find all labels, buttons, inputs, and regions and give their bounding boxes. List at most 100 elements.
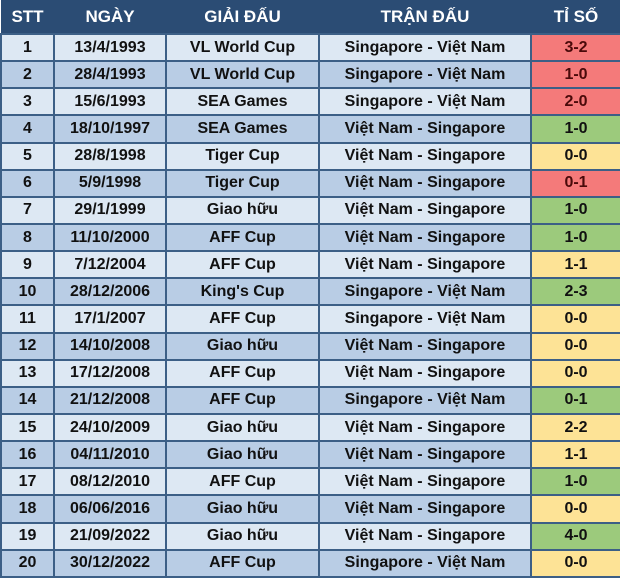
table-row: 18 06/06/2016 Giao hữu Việt Nam - Singapore… bbox=[0, 494, 620, 524]
cell-score: 1-0 bbox=[530, 195, 620, 225]
cell-stt: 12 bbox=[0, 331, 55, 361]
cell-score: 0-0 bbox=[530, 548, 620, 578]
cell-match: Việt Nam - Singapore bbox=[318, 222, 532, 253]
table-row: 4 18/10/1997 SEA Games Việt Nam - Singapore… bbox=[0, 114, 620, 144]
cell-event: Giao hữu bbox=[165, 521, 320, 551]
cell-date: 21/12/2008 bbox=[53, 385, 167, 415]
cell-score: 0-0 bbox=[530, 331, 620, 361]
cell-stt: 20 bbox=[0, 548, 55, 578]
cell-event: AFF Cup bbox=[165, 222, 320, 253]
cell-event: Giao hữu bbox=[165, 331, 320, 361]
cell-score: 2-2 bbox=[530, 412, 620, 443]
header-event: GIẢI ĐẤU bbox=[165, 0, 320, 35]
cell-event: Giao hữu bbox=[165, 195, 320, 225]
cell-date: 5/9/1998 bbox=[53, 168, 167, 198]
cell-score: 4-0 bbox=[530, 521, 620, 551]
cell-match: Singapore - Việt Nam bbox=[318, 87, 532, 117]
cell-event: VL World Cup bbox=[165, 60, 320, 90]
cell-date: 28/12/2006 bbox=[53, 277, 167, 307]
table-row: 9 7/12/2004 AFF Cup Việt Nam - Singapore 1-1 bbox=[0, 250, 620, 280]
cell-event: AFF Cup bbox=[165, 304, 320, 334]
cell-score: 0-1 bbox=[530, 385, 620, 415]
cell-stt: 1 bbox=[0, 32, 55, 63]
cell-match: Việt Nam - Singapore bbox=[318, 331, 532, 361]
cell-date: 7/12/2004 bbox=[53, 250, 167, 280]
cell-match: Việt Nam - Singapore bbox=[318, 250, 532, 280]
cell-stt: 4 bbox=[0, 114, 55, 144]
header-stt: STT bbox=[0, 0, 55, 35]
cell-stt: 14 bbox=[0, 385, 55, 415]
cell-date: 30/12/2022 bbox=[53, 548, 167, 578]
cell-stt: 16 bbox=[0, 440, 55, 470]
cell-date: 14/10/2008 bbox=[53, 331, 167, 361]
header-match: TRẬN ĐẤU bbox=[318, 0, 532, 35]
cell-stt: 15 bbox=[0, 412, 55, 443]
cell-stt: 17 bbox=[0, 467, 55, 497]
cell-stt: 6 bbox=[0, 168, 55, 198]
table-row: 11 17/1/2007 AFF Cup Singapore - Việt Nam 0-… bbox=[0, 304, 620, 334]
table-row: 14 21/12/2008 AFF Cup Singapore - Việt Nam 0… bbox=[0, 385, 620, 415]
table-row: 1 13/4/1993 VL World Cup Singapore - Việt N… bbox=[0, 32, 620, 63]
cell-date: 13/4/1993 bbox=[53, 32, 167, 63]
cell-stt: 10 bbox=[0, 277, 55, 307]
cell-event: AFF Cup bbox=[165, 358, 320, 388]
cell-stt: 7 bbox=[0, 195, 55, 225]
table-row: 7 29/1/1999 Giao hữu Việt Nam - Singapore 1-… bbox=[0, 195, 620, 225]
cell-date: 17/1/2007 bbox=[53, 304, 167, 334]
cell-event: Tiger Cup bbox=[165, 141, 320, 171]
table-row: 3 15/6/1993 SEA Games Singapore - Việt Nam 2… bbox=[0, 87, 620, 117]
cell-stt: 11 bbox=[0, 304, 55, 334]
cell-event: SEA Games bbox=[165, 114, 320, 144]
cell-score: 1-0 bbox=[530, 60, 620, 90]
table-row: 2 28/4/1993 VL World Cup Singapore - Việt N… bbox=[0, 60, 620, 90]
cell-score: 0-0 bbox=[530, 494, 620, 524]
cell-match: Singapore - Việt Nam bbox=[318, 32, 532, 63]
cell-score: 0-1 bbox=[530, 168, 620, 198]
cell-date: 11/10/2000 bbox=[53, 222, 167, 253]
cell-date: 04/11/2010 bbox=[53, 440, 167, 470]
cell-date: 18/10/1997 bbox=[53, 114, 167, 144]
cell-date: 08/12/2010 bbox=[53, 467, 167, 497]
cell-stt: 8 bbox=[0, 222, 55, 253]
cell-event: Giao hữu bbox=[165, 494, 320, 524]
cell-event: King's Cup bbox=[165, 277, 320, 307]
cell-date: 17/12/2008 bbox=[53, 358, 167, 388]
table-row: 13 17/12/2008 AFF Cup Việt Nam - Singapore 0… bbox=[0, 358, 620, 388]
cell-date: 28/8/1998 bbox=[53, 141, 167, 171]
cell-event: AFF Cup bbox=[165, 250, 320, 280]
cell-stt: 13 bbox=[0, 358, 55, 388]
cell-date: 28/4/1993 bbox=[53, 60, 167, 90]
cell-stt: 18 bbox=[0, 494, 55, 524]
table-row: 8 11/10/2000 AFF Cup Việt Nam - Singapore 1-… bbox=[0, 222, 620, 253]
cell-date: 24/10/2009 bbox=[53, 412, 167, 443]
cell-match: Việt Nam - Singapore bbox=[318, 141, 532, 171]
cell-score: 0-0 bbox=[530, 141, 620, 171]
cell-event: AFF Cup bbox=[165, 548, 320, 578]
header-score: TỈ SỐ bbox=[530, 0, 620, 35]
cell-score: 0-0 bbox=[530, 304, 620, 334]
cell-score: 2-3 bbox=[530, 277, 620, 307]
cell-score: 1-1 bbox=[530, 250, 620, 280]
cell-match: Việt Nam - Singapore bbox=[318, 195, 532, 225]
cell-event: SEA Games bbox=[165, 87, 320, 117]
cell-event: AFF Cup bbox=[165, 385, 320, 415]
cell-match: Việt Nam - Singapore bbox=[318, 114, 532, 144]
cell-match: Việt Nam - Singapore bbox=[318, 440, 532, 470]
table-row: 16 04/11/2010 Giao hữu Việt Nam - Singapore… bbox=[0, 440, 620, 470]
table-row: 10 28/12/2006 King's Cup Singapore - Việt N… bbox=[0, 277, 620, 307]
cell-stt: 19 bbox=[0, 521, 55, 551]
cell-match: Việt Nam - Singapore bbox=[318, 521, 532, 551]
cell-event: VL World Cup bbox=[165, 32, 320, 63]
table-row: 15 24/10/2009 Giao hữu Việt Nam - Singapore… bbox=[0, 412, 620, 443]
cell-date: 29/1/1999 bbox=[53, 195, 167, 225]
cell-date: 06/06/2016 bbox=[53, 494, 167, 524]
table-row: 19 21/09/2022 Giao hữu Việt Nam - Singapore… bbox=[0, 521, 620, 551]
header-row: STT NGÀY GIẢI ĐẤU TRẬN ĐẤU TỈ SỐ bbox=[0, 0, 620, 35]
table-row: 12 14/10/2008 Giao hữu Việt Nam - Singapore… bbox=[0, 331, 620, 361]
cell-score: 1-1 bbox=[530, 440, 620, 470]
table-row: 5 28/8/1998 Tiger Cup Việt Nam - Singapore 0… bbox=[0, 141, 620, 171]
cell-date: 21/09/2022 bbox=[53, 521, 167, 551]
table-row: 6 5/9/1998 Tiger Cup Việt Nam - Singapore 0-… bbox=[0, 168, 620, 198]
cell-date: 15/6/1993 bbox=[53, 87, 167, 117]
